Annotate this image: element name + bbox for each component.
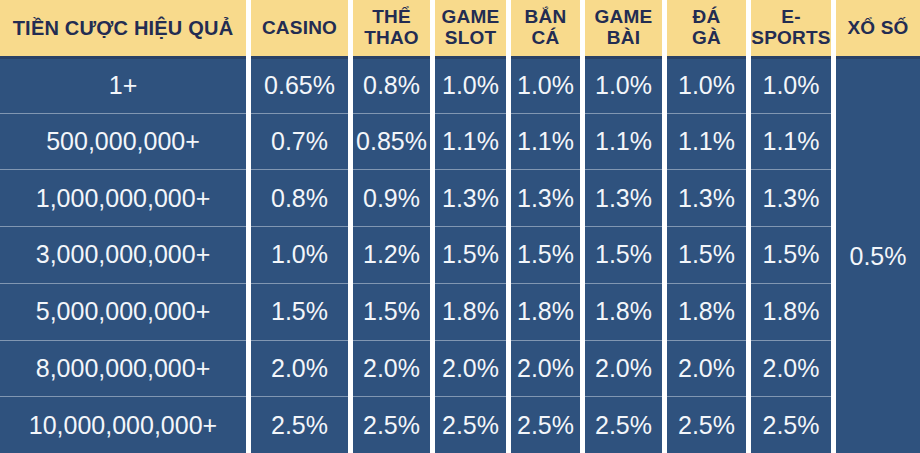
tier-cell: 1+ [0, 56, 246, 113]
header-bet-amount: TIỀN CƯỢC HIỆU QUẢ [0, 0, 246, 56]
header-game-slot: GAME SLOT [435, 0, 506, 56]
rate-cell: 0.7% [251, 113, 348, 170]
rate-cell: 1.8% [511, 283, 580, 340]
rate-cell: 1.2% [353, 226, 430, 283]
rate-cell: 2.5% [435, 396, 506, 453]
rate-cell: 1.1% [511, 113, 580, 170]
lottery-rate-merged-cell: 0.5% [836, 56, 920, 453]
rate-cell: 2.5% [667, 396, 746, 453]
rate-cell: 1.5% [585, 226, 662, 283]
rate-cell: 2.5% [585, 396, 662, 453]
rate-cell: 2.0% [353, 340, 430, 397]
tier-cell: 5,000,000,000+ [0, 283, 246, 340]
rate-cell: 2.0% [251, 340, 348, 397]
header-card-games: GAME BÀI [585, 0, 662, 56]
rate-cell: 2.0% [511, 340, 580, 397]
rate-cell: 1.1% [435, 113, 506, 170]
header-esports: E- SPORTS [751, 0, 831, 56]
tier-cell: 500,000,000+ [0, 113, 246, 170]
rate-cell: 1.5% [353, 283, 430, 340]
rate-cell: 1.8% [751, 283, 831, 340]
rate-cell: 1.0% [435, 56, 506, 113]
rate-cell: 1.5% [511, 226, 580, 283]
header-sports: THỂ THAO [353, 0, 430, 56]
rate-cell: 1.0% [585, 56, 662, 113]
rate-cell: 1.1% [667, 113, 746, 170]
rate-cell: 1.3% [511, 169, 580, 226]
rate-cell: 0.9% [353, 169, 430, 226]
header-casino: CASINO [251, 0, 348, 56]
rate-cell: 2.0% [751, 340, 831, 397]
tier-cell: 1,000,000,000+ [0, 169, 246, 226]
rate-cell: 1.8% [435, 283, 506, 340]
rate-cell: 1.1% [751, 113, 831, 170]
rate-cell: 1.8% [667, 283, 746, 340]
rate-cell: 0.85% [353, 113, 430, 170]
rate-cell: 1.0% [251, 226, 348, 283]
rate-cell: 2.5% [251, 396, 348, 453]
rate-cell: 1.3% [667, 169, 746, 226]
rate-cell: 2.0% [585, 340, 662, 397]
rate-cell: 1.0% [751, 56, 831, 113]
rate-cell: 1.0% [667, 56, 746, 113]
rate-cell: 1.5% [667, 226, 746, 283]
rate-cell: 0.8% [251, 169, 348, 226]
rate-cell: 2.0% [435, 340, 506, 397]
rebate-table: TIỀN CƯỢC HIỆU QUẢ CASINO THỂ THAO GAME … [0, 0, 920, 453]
tier-cell: 3,000,000,000+ [0, 226, 246, 283]
tier-cell: 8,000,000,000+ [0, 340, 246, 397]
rate-cell: 1.8% [585, 283, 662, 340]
header-lottery: XỔ SỐ [836, 0, 920, 56]
header-fish-shooting: BẮN CÁ [511, 0, 580, 56]
rate-cell: 1.1% [585, 113, 662, 170]
rate-cell: 0.65% [251, 56, 348, 113]
rate-cell: 1.5% [251, 283, 348, 340]
rate-cell: 1.3% [435, 169, 506, 226]
rate-cell: 2.5% [751, 396, 831, 453]
rate-cell: 1.3% [585, 169, 662, 226]
header-cockfight: ĐÁ GÀ [667, 0, 746, 56]
rate-cell: 0.8% [353, 56, 430, 113]
rate-cell: 1.5% [435, 226, 506, 283]
tier-cell: 10,000,000,000+ [0, 396, 246, 453]
rate-cell: 1.3% [751, 169, 831, 226]
rate-cell: 2.5% [353, 396, 430, 453]
rate-cell: 2.0% [667, 340, 746, 397]
rate-cell: 2.5% [511, 396, 580, 453]
rate-cell: 1.0% [511, 56, 580, 113]
rate-cell: 1.5% [751, 226, 831, 283]
